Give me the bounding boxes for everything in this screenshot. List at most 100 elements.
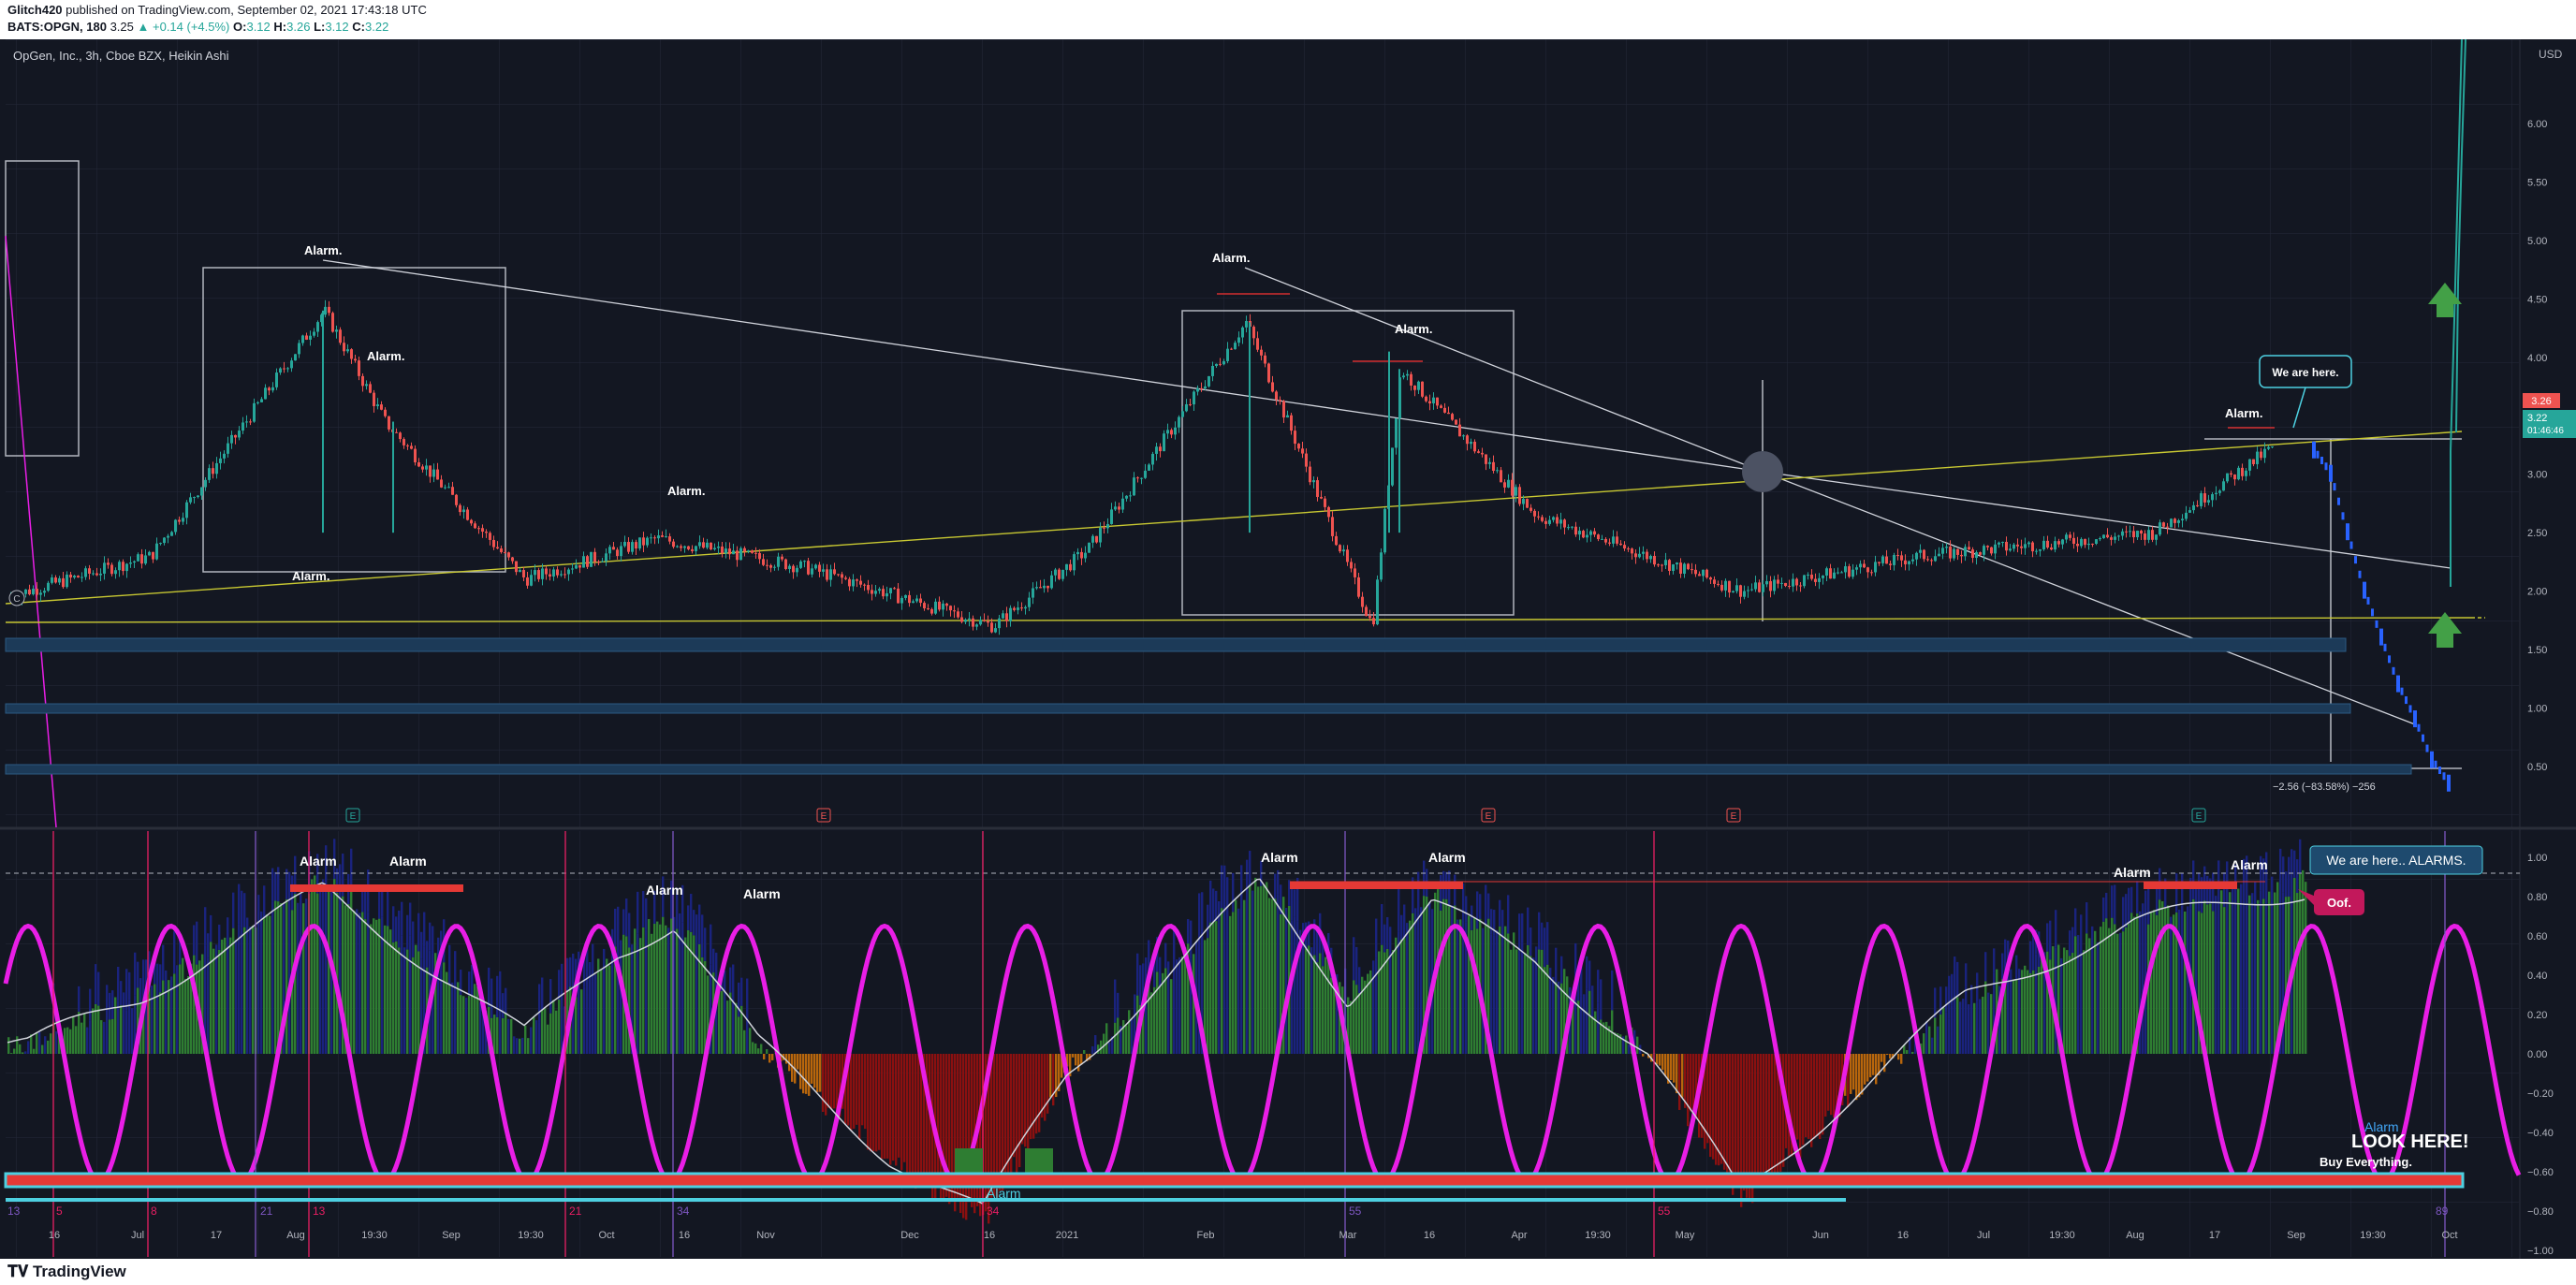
pivot-circle[interactable] (1742, 451, 1783, 492)
osc-bar (2080, 951, 2083, 1054)
time-tick: Sep (2287, 1230, 2305, 1241)
bottom-band-red[interactable] (4, 1172, 2465, 1189)
osc-bar (1968, 1004, 1970, 1054)
chart-legend[interactable]: OpGen, Inc., 3h, Cboe BZX, Heikin Ashi (13, 49, 229, 63)
candle-body (1717, 583, 1720, 585)
osc-bar-cap (1493, 910, 1496, 936)
forecast-bar (2349, 541, 2353, 549)
candle-body (384, 409, 387, 416)
publisher[interactable]: Glitch420 (7, 3, 63, 17)
osc-signal-line[interactable] (7, 878, 2305, 1205)
osc-bar-cap (2246, 855, 2248, 883)
red-markers (1217, 293, 2275, 429)
box-aug[interactable] (202, 267, 506, 573)
osc-bar (1035, 1054, 1038, 1134)
candle-body (1552, 517, 1555, 520)
candle-body (878, 589, 881, 591)
osc-bar (611, 958, 614, 1054)
candle-body (88, 568, 91, 574)
osc-bar-cap (1156, 937, 1159, 972)
osc-bar (2049, 959, 2052, 1054)
candle-body (462, 509, 465, 513)
osc-bar-cap (1223, 865, 1226, 905)
osc-bar (858, 1054, 861, 1140)
osc-bar-cap (398, 910, 401, 948)
box-left[interactable] (5, 160, 80, 457)
osc-bar (468, 995, 471, 1054)
projection-up-1[interactable] (2450, 39, 2463, 587)
osc-bar (805, 1054, 808, 1094)
support-zones[interactable] (5, 637, 2412, 775)
forecast-series[interactable] (2312, 441, 2451, 792)
osc-bar (64, 1028, 66, 1054)
osc-bar (1875, 1054, 1878, 1085)
osc-bar (881, 1054, 884, 1159)
osc-bar (1193, 954, 1195, 1054)
osc-bar (1911, 1051, 1914, 1054)
support-yellow[interactable] (5, 617, 2472, 623)
time-axis[interactable]: 16 Jul 17 Aug 19:30 Sep 19:30 Oct 16 Nov Dec 16 2021… (49, 1230, 2458, 1241)
osc-bar (1729, 1054, 1732, 1177)
oscillator-line[interactable] (7, 878, 2305, 1205)
osc-bar (257, 923, 260, 1054)
osc-bar-cap (1114, 979, 1117, 1023)
h-value: 3.26 (286, 20, 311, 34)
measure-label: −2.56 (−83.58%) −256 (2273, 781, 2376, 793)
osc-bar-cap (653, 890, 656, 924)
osc-bar (448, 985, 451, 1054)
osc-bar (575, 997, 578, 1054)
price-series[interactable] (9, 299, 2274, 635)
osc-bar (1813, 1054, 1816, 1139)
trendline-yellow[interactable] (5, 431, 2463, 605)
osc-bar-cap (1574, 942, 1577, 980)
candle-body (1215, 363, 1218, 367)
box-feb[interactable] (1181, 310, 1515, 616)
drawings[interactable] (5, 160, 1515, 616)
osc-bar-cap (1577, 965, 1580, 1001)
candle-body (1979, 552, 1982, 555)
magenta-trendline[interactable] (5, 235, 57, 828)
oscillator-axis[interactable]: 1.000.800.600.400.200.00−0.20−0.40−0.60−… (2527, 853, 2554, 1257)
osc-bar (667, 927, 670, 1054)
osc-bar (1701, 1054, 1704, 1138)
candle-body (732, 550, 735, 555)
osc-bar-cap (1527, 907, 1530, 945)
osc-bar-cap (2192, 860, 2195, 899)
alarms-callout[interactable]: We are here.. ALARMS. (2309, 845, 2483, 875)
forecast-bar (2447, 774, 2451, 792)
osc-bar-cap (342, 854, 344, 897)
osc-bar (915, 1054, 917, 1189)
osc-bar (833, 1054, 836, 1109)
candle-body (2260, 451, 2262, 459)
earnings-markers[interactable]: E E E E E (345, 808, 2206, 823)
chart-canvas[interactable]: OpGen, Inc., 3h, Cboe BZX, Heikin Ashi U… (0, 39, 2576, 1259)
projection-up-2[interactable] (2455, 39, 2466, 433)
osc-bar (454, 986, 457, 1054)
osc-bar-cap (2130, 886, 2133, 913)
candle-body (43, 591, 46, 593)
candle-body (1694, 569, 1697, 575)
candle-body (1765, 580, 1768, 585)
candle-body (1076, 551, 1079, 555)
we-are-here-callout[interactable]: We are here. (2259, 355, 2352, 429)
osc-tick: 0.40 (2527, 971, 2547, 982)
tradingview-logo[interactable]: 𝐓𝐕 TradingView (7, 1263, 126, 1281)
osc-bar (2305, 882, 2307, 1054)
osc-bar (1681, 1054, 1684, 1098)
candle-body (2016, 544, 2019, 547)
osc-bar (1833, 1054, 1836, 1117)
osc-bar-cap (505, 987, 507, 1014)
candle-body (859, 580, 862, 585)
price-tick: 1.00 (2527, 704, 2547, 715)
oof-callout[interactable]: Oof. (2298, 889, 2364, 915)
osc-bar (1462, 920, 1465, 1054)
symbol[interactable]: BATS:OPGN, 180 (7, 20, 107, 34)
bottom-band-cyan[interactable] (6, 1198, 1846, 1202)
l-value: 3.12 (325, 20, 349, 34)
osc-bar (853, 1054, 856, 1129)
l-label: L: (314, 20, 326, 34)
osc-bar (142, 1001, 145, 1054)
candle-body (1342, 549, 1345, 552)
c-marker[interactable]: C (8, 590, 25, 606)
candle-body (556, 569, 559, 576)
